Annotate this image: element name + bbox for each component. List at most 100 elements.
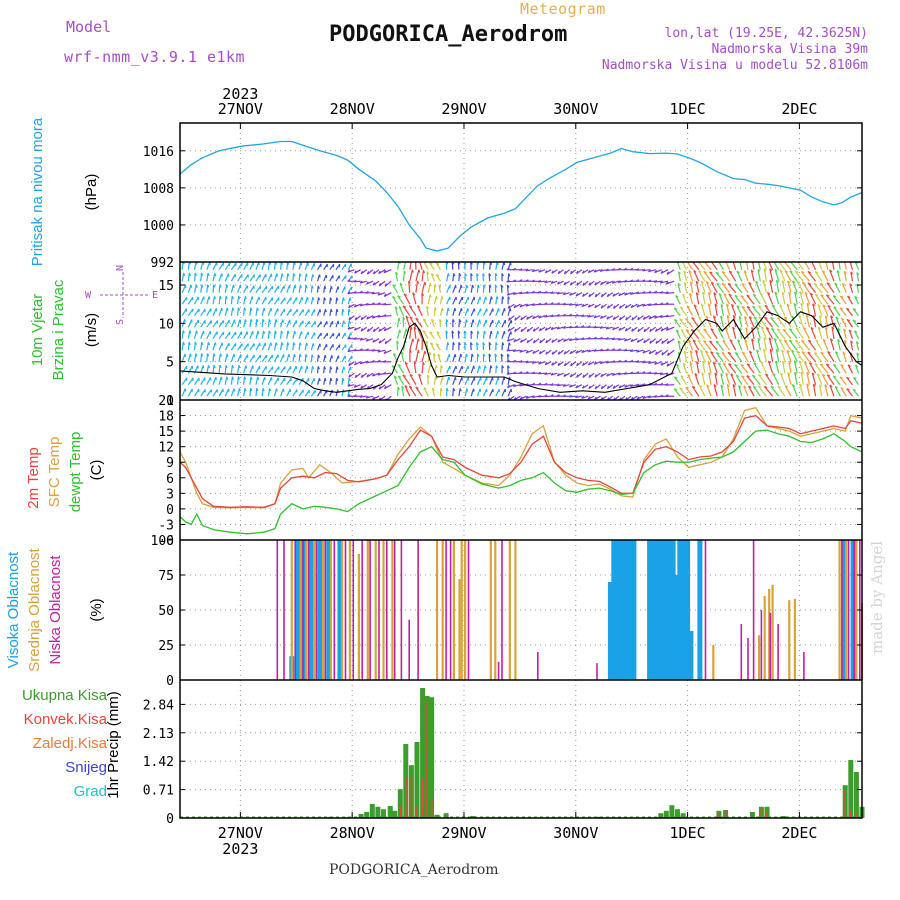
wind-arrow-head — [317, 285, 320, 289]
wind-arrow-head — [710, 328, 714, 331]
wind-arrow-head — [264, 376, 266, 381]
wind-arrow-head — [232, 284, 235, 288]
wind-arrow — [476, 284, 479, 293]
wind-arrow-head — [220, 376, 223, 380]
wind-arrow-head — [779, 269, 783, 273]
wind-arrow-head — [826, 282, 831, 285]
wind-arrow — [243, 354, 249, 362]
wind-arrow-head — [654, 328, 658, 332]
wind-arrow-head — [576, 282, 579, 286]
wind-arrow-head — [691, 329, 695, 332]
wind-arrow — [417, 328, 423, 339]
wind-arrow-head — [648, 316, 652, 320]
wind-arrow-head — [827, 350, 831, 354]
wind-arrow — [383, 303, 392, 306]
wind-arrow — [458, 308, 463, 316]
wind-arrow-head — [233, 353, 236, 358]
y-tick-label: 0 — [166, 812, 174, 827]
wind-arrow — [436, 331, 442, 339]
wind-arrow-head — [410, 326, 413, 330]
wind-arrow-head — [397, 386, 400, 390]
wind-arrow-head — [581, 337, 585, 340]
wind-arrow — [507, 376, 511, 385]
mid-cloud-bar — [329, 540, 332, 680]
wind-arrow — [206, 308, 212, 317]
wind-arrow-head — [348, 308, 351, 312]
wind-arrow-head — [437, 353, 441, 357]
wind-arrow-head — [347, 326, 351, 330]
wind-arrow — [193, 330, 198, 339]
wind-arrow — [464, 308, 469, 316]
wind-arrow-head — [538, 269, 542, 273]
wind-arrow-head — [544, 372, 548, 375]
wind-arrow — [513, 384, 521, 388]
wind-arrow — [489, 365, 492, 374]
wind-arrow — [817, 304, 823, 316]
wind-arrow — [807, 271, 817, 282]
mid-cloud-bar — [357, 554, 360, 680]
wind-arrow-head — [348, 316, 351, 321]
wind-arrow — [267, 262, 271, 270]
wind-arrow — [687, 374, 694, 385]
wind-arrow — [679, 387, 687, 397]
wind-arrow — [187, 377, 194, 386]
wind-arrow-head — [691, 317, 695, 320]
wind-arrow-head — [696, 328, 701, 331]
wind-arrow — [421, 270, 424, 282]
wind-arrow-head — [701, 372, 705, 376]
wind-arrow — [384, 280, 392, 287]
wind-arrow-head — [732, 326, 736, 330]
wind-arrow — [292, 389, 298, 397]
wind-arrow-head — [741, 305, 745, 309]
wind-arrow — [752, 293, 761, 305]
wind-arrow-head — [347, 291, 351, 295]
wind-arrow-head — [605, 336, 609, 340]
wind-arrow — [193, 341, 196, 351]
wind-arrow-head — [219, 284, 222, 288]
high-cloud-bar — [611, 540, 617, 680]
wind-arrow — [237, 274, 243, 282]
wind-arrow-head — [221, 307, 223, 312]
low-cloud-bar — [352, 540, 355, 680]
wind-arrow — [695, 281, 700, 293]
wind-arrow — [280, 273, 283, 282]
wind-arrow — [787, 280, 792, 293]
wind-arrow-head — [820, 294, 824, 297]
y-tick-label: 0 — [166, 674, 174, 689]
wind-arrow — [255, 285, 261, 294]
wind-arrow — [839, 376, 847, 386]
wind-arrow-head — [464, 273, 468, 277]
wind-arrow-head — [659, 280, 663, 284]
wind-arrow — [383, 372, 392, 375]
wind-arrow-head — [377, 302, 381, 305]
y-tick-label: -3 — [158, 518, 174, 533]
conv-precip-bar — [844, 790, 846, 818]
wind-arrow — [237, 354, 242, 362]
wind-arrow — [686, 262, 694, 271]
wind-arrow-head — [820, 282, 824, 286]
wind-arrow-head — [574, 325, 579, 328]
wind-arrow-head — [643, 339, 646, 344]
wind-arrow-head — [794, 270, 799, 273]
conv-precip-bar — [766, 812, 768, 818]
total-precip-bar — [369, 804, 375, 818]
wind-arrow — [824, 326, 829, 339]
wind-arrow-head — [728, 363, 732, 366]
wind-arrow — [712, 361, 718, 374]
wind-arrow-head — [525, 268, 529, 272]
wind-arrow — [267, 354, 274, 363]
wind-arrow-head — [336, 366, 339, 370]
wind-axis-title-2: Brzina i Pravac — [50, 279, 67, 380]
wind-arrow-head — [525, 290, 529, 294]
wind-arrow-head — [796, 350, 800, 353]
wind-arrow-head — [466, 388, 469, 392]
wind-arrow — [840, 364, 847, 374]
pressure-axis-title: Pritisak na nivou mora — [29, 117, 46, 266]
wind-arrow-head — [832, 295, 837, 298]
wind-arrow-head — [476, 273, 479, 277]
wind-arrow-head — [359, 361, 363, 365]
wind-arrow — [218, 284, 221, 293]
wind-arrow — [848, 329, 854, 339]
wind-arrow-head — [233, 388, 236, 392]
wind-arrow-head — [611, 372, 615, 376]
